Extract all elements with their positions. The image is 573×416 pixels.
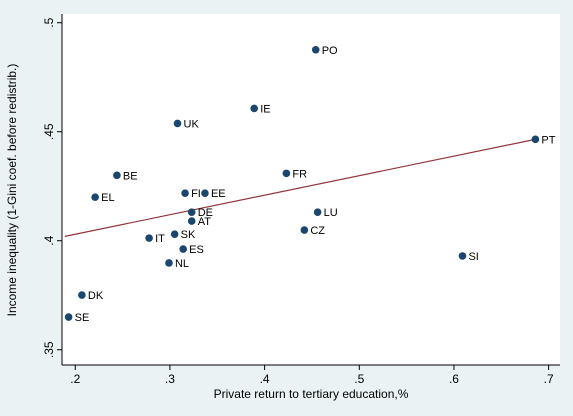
point (531, 135, 540, 144)
point (282, 169, 291, 178)
point (181, 189, 189, 198)
point-label: CZ (310, 225, 325, 237)
point-label: DK (88, 290, 104, 302)
point (145, 234, 153, 242)
point (179, 245, 187, 253)
point (113, 171, 121, 180)
point (91, 193, 99, 201)
x-tick-label: .2 (70, 372, 80, 386)
y-tick-label: .4 (42, 235, 56, 245)
fit-line (64, 138, 536, 237)
x-tick-label: .3 (165, 372, 175, 386)
point-label: AT (198, 216, 212, 228)
point-label: PT (541, 134, 555, 146)
x-tick-label: .4 (260, 372, 270, 386)
point-label: ES (189, 244, 204, 256)
point-label: IT (155, 233, 165, 245)
x-axis-title: Private return to tertiary education,% (214, 387, 409, 401)
point (458, 252, 467, 260)
point (201, 189, 209, 198)
point (173, 119, 182, 128)
point (64, 313, 73, 321)
point (313, 208, 322, 216)
y-axis-title: Income inequality (1-Gini coef. before r… (5, 64, 19, 317)
x-tick-label: .7 (544, 372, 554, 386)
point (311, 45, 320, 54)
point (165, 259, 173, 267)
point-label: FR (292, 168, 307, 180)
x-tick-label: .5 (354, 372, 364, 386)
point (187, 217, 196, 225)
point (300, 226, 309, 234)
point (78, 291, 86, 299)
point-label: EE (211, 188, 226, 200)
point-label: SE (75, 312, 90, 324)
point (250, 104, 258, 113)
y-tick-label: .45 (42, 123, 56, 140)
point-label: LU (324, 207, 338, 219)
point (187, 208, 196, 216)
x-tick-label: .6 (449, 372, 459, 386)
y-tick-label: .35 (42, 341, 56, 358)
point-label: PO (322, 45, 338, 57)
point-label: IE (260, 103, 270, 115)
point-label: FI (191, 188, 201, 200)
plot-area (62, 14, 560, 365)
point (170, 230, 179, 238)
y-tick-label: .5 (42, 17, 56, 27)
point-label: EL (101, 192, 114, 204)
point-label: SI (468, 251, 478, 263)
point-label: BE (123, 170, 138, 182)
point-label: DE (198, 207, 213, 219)
point-label: SK (181, 229, 196, 241)
point-label: UK (184, 118, 200, 130)
point-label: NL (175, 258, 189, 270)
